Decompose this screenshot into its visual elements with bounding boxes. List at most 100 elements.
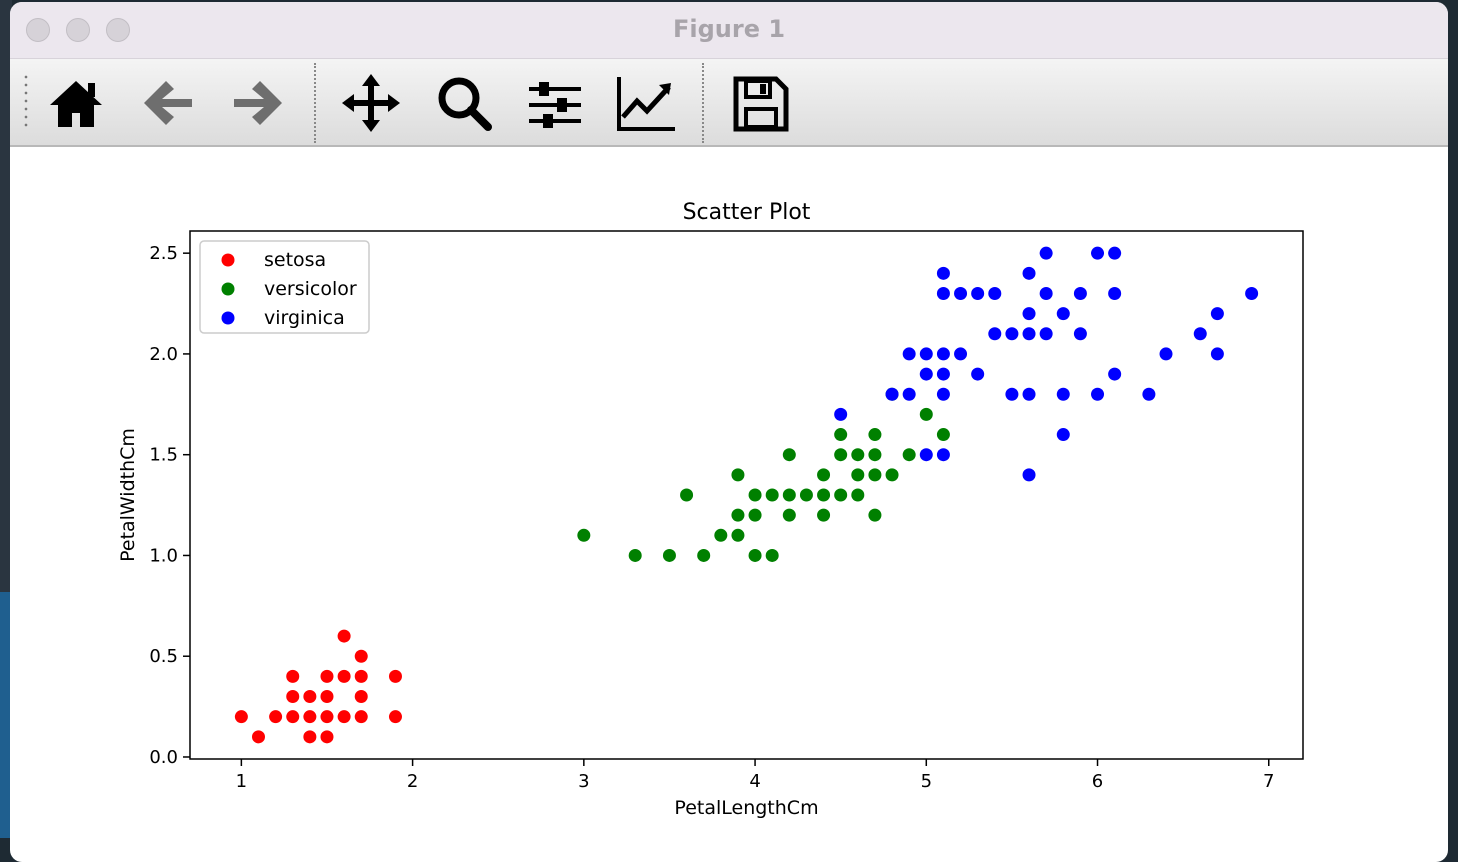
back-button[interactable]	[138, 73, 198, 133]
toolbar-separator	[314, 63, 316, 143]
data-point-virginica	[936, 266, 950, 280]
data-point-versicolor	[748, 508, 762, 522]
axes-frame	[189, 230, 1304, 760]
y-tick-label: 1.5	[149, 445, 178, 466]
data-point-versicolor	[714, 528, 728, 542]
navigation-toolbar	[10, 59, 1448, 147]
data-point-virginica	[1073, 327, 1087, 341]
data-point-setosa	[337, 629, 351, 643]
data-point-versicolor	[628, 548, 642, 562]
data-point-setosa	[320, 730, 334, 744]
save-button[interactable]	[730, 73, 790, 133]
y-tick-label: 0.0	[149, 747, 178, 768]
configure-subplots-icon	[529, 82, 581, 128]
legend-label-versicolor: versicolor	[264, 278, 357, 300]
x-tick-label: 7	[1263, 771, 1274, 792]
y-tick-label: 0.5	[149, 646, 178, 667]
zoom-button[interactable]	[434, 73, 494, 133]
plot-canvas[interactable]: Scatter Plot 1 2 3 4 5 6 7 0.0 0.5 1.0 1.5 2.0 2.5 Pet…	[10, 147, 1448, 847]
figure-window: Figure 1	[10, 2, 1448, 862]
home-icon	[50, 81, 102, 127]
data-point-setosa	[269, 710, 283, 724]
toolbar-separator	[702, 63, 704, 143]
data-point-versicolor	[868, 448, 882, 462]
data-point-virginica	[1091, 387, 1105, 401]
home-button[interactable]	[46, 73, 106, 133]
data-point-setosa	[354, 669, 368, 683]
data-point-virginica	[1159, 347, 1173, 361]
close-window-button[interactable]	[26, 18, 50, 42]
data-point-versicolor	[936, 428, 950, 442]
zoom-window-button[interactable]	[106, 18, 130, 42]
y-tick-label: 2.0	[149, 344, 178, 365]
x-tick-label: 2	[407, 771, 418, 792]
x-tick-label: 5	[921, 771, 932, 792]
data-point-versicolor	[834, 428, 848, 442]
data-point-virginica	[1022, 266, 1036, 280]
data-point-virginica	[1022, 327, 1036, 341]
data-point-virginica	[1245, 286, 1259, 300]
legend-label-setosa: setosa	[264, 249, 326, 271]
data-point-virginica	[919, 448, 933, 462]
scatter-chart: Scatter Plot 1 2 3 4 5 6 7 0.0 0.5 1.0 1.5 2.0 2.5 Pet…	[117, 200, 1304, 819]
data-point-versicolor	[782, 508, 796, 522]
data-point-versicolor	[868, 428, 882, 442]
data-point-versicolor	[748, 488, 762, 502]
data-point-virginica	[1210, 347, 1224, 361]
y-tick-label: 2.5	[149, 243, 178, 264]
desktop-background-panel	[0, 592, 12, 838]
pan-button[interactable]	[341, 73, 401, 133]
data-point-virginica	[988, 327, 1002, 341]
data-point-virginica	[1039, 327, 1053, 341]
data-point-virginica	[1022, 468, 1036, 482]
data-point-virginica	[919, 347, 933, 361]
data-point-virginica	[834, 407, 848, 421]
legend-box	[199, 240, 370, 334]
data-point-virginica	[919, 367, 933, 381]
title-bar[interactable]: Figure 1	[10, 2, 1448, 59]
edit-axis-button[interactable]	[615, 73, 675, 133]
data-point-versicolor	[748, 548, 762, 562]
data-point-setosa	[388, 669, 402, 683]
window-title: Figure 1	[672, 15, 786, 43]
data-point-virginica	[936, 347, 950, 361]
chart-title: Scatter Plot	[683, 200, 811, 225]
data-point-setosa	[303, 690, 317, 704]
toolbar-grip-handle[interactable]	[24, 73, 28, 131]
data-point-versicolor	[851, 468, 865, 482]
data-point-virginica	[1108, 367, 1122, 381]
data-point-virginica	[902, 387, 916, 401]
x-tick-label: 3	[578, 771, 589, 792]
data-point-versicolor	[834, 488, 848, 502]
data-point-virginica	[1022, 307, 1036, 321]
data-point-versicolor	[902, 448, 916, 462]
minimize-window-button[interactable]	[66, 18, 90, 42]
data-point-setosa	[320, 690, 334, 704]
data-point-setosa	[337, 669, 351, 683]
forward-button[interactable]	[228, 73, 288, 133]
data-point-versicolor	[817, 508, 831, 522]
legend-label-virginica: virginica	[264, 307, 345, 329]
x-tick-label: 1	[236, 771, 247, 792]
data-point-virginica	[1210, 307, 1224, 321]
data-point-setosa	[354, 710, 368, 724]
data-point-versicolor	[851, 448, 865, 462]
data-point-virginica	[885, 387, 899, 401]
data-point-virginica	[1005, 387, 1019, 401]
zoom-magnifier-icon	[438, 77, 492, 131]
data-point-versicolor	[731, 528, 745, 542]
data-point-versicolor	[919, 407, 933, 421]
data-point-virginica	[1108, 246, 1122, 260]
data-point-versicolor	[851, 488, 865, 502]
data-point-setosa	[320, 669, 334, 683]
configure-subplots-button[interactable]	[525, 73, 585, 133]
data-point-virginica	[1056, 428, 1070, 442]
data-point-versicolor	[817, 488, 831, 502]
data-point-versicolor	[577, 528, 591, 542]
data-point-setosa	[303, 710, 317, 724]
data-point-virginica	[936, 448, 950, 462]
x-tick-label: 4	[749, 771, 760, 792]
data-point-versicolor	[731, 508, 745, 522]
data-point-versicolor	[885, 468, 899, 482]
forward-arrow-icon	[234, 81, 282, 125]
